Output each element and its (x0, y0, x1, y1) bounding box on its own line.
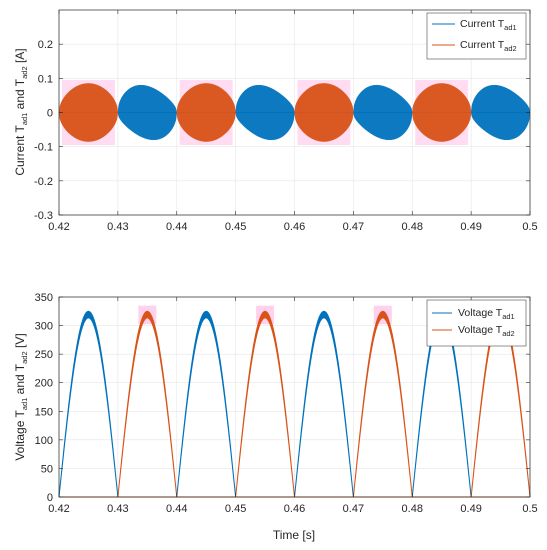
x-tick-label: 0.44 (166, 221, 187, 233)
x-tick-label: 0.5 (522, 221, 537, 233)
x-tick-label: 0.45 (225, 221, 246, 233)
y-tick-label: 250 (35, 349, 53, 361)
x-tick-label: 0.49 (460, 503, 481, 515)
x-tick-label: 0.48 (402, 221, 423, 233)
current-series (58, 79, 531, 146)
y-tick-label: -0.1 (34, 142, 53, 154)
x-tick-label: 0.46 (284, 503, 305, 515)
current-tad2-burst (294, 83, 354, 142)
axes-box (58, 9, 531, 216)
y-tick-label: 300 (35, 321, 53, 333)
voltage-y-axis-label: Voltage Tad1 and Tad2 [V] (13, 333, 29, 460)
x-tick-label: 0.42 (48, 221, 69, 233)
current-legend: Current Tad1 Current Tad2 (426, 12, 527, 60)
voltage-legend: Voltage Tad1 Voltage Tad2 (426, 299, 527, 347)
x-tick-label: 0.5 (522, 503, 537, 515)
x-tick-label: 0.47 (343, 503, 364, 515)
y-tick-label: 0.1 (38, 73, 53, 85)
x-tick-label: 0.43 (107, 503, 128, 515)
current-tad2-burst (58, 83, 119, 142)
current-tad2-burst (411, 83, 472, 142)
x-tick-label: 0.43 (107, 221, 128, 233)
x-tick-label: 0.42 (48, 503, 69, 515)
y-tick-label: 100 (35, 435, 53, 447)
y-tick-label: 0.2 (38, 39, 53, 51)
y-tick-label: -0.2 (34, 176, 53, 188)
legend-label-voltage-tad1: Voltage Tad1 (458, 307, 515, 321)
current-plot: 0.42 0.43 0.44 0.45 0.46 0.47 0.48 0.49 0.5 0.2 0.… (13, 9, 538, 233)
y-tick-label: 0 (47, 492, 53, 504)
x-tick-label: 0.44 (166, 503, 187, 515)
x-tick-label: 0.47 (343, 221, 364, 233)
legend-label-current-tad2: Current Tad2 (460, 39, 517, 53)
current-tad2-burst (176, 83, 236, 142)
axes-box (58, 296, 531, 498)
legend-label-voltage-tad2: Voltage Tad2 (458, 324, 515, 338)
y-tick-label: 350 (35, 292, 53, 304)
y-tick-label: 200 (35, 378, 53, 390)
voltage-axes: 0.42 0.43 0.44 0.45 0.46 0.47 0.48 0.49 0.5 350 30… (35, 292, 538, 515)
x-tick-label: 0.46 (284, 221, 305, 233)
voltage-plot: 0.42 0.43 0.44 0.45 0.46 0.47 0.48 0.49 0.5 350 30… (13, 292, 538, 542)
current-y-axis-label: Current Tad1 and Tad2 [A] (13, 48, 29, 175)
x-tick-label: 0.49 (460, 221, 481, 233)
current-axes: 0.42 0.43 0.44 0.45 0.46 0.47 0.48 0.49 0.5 0.2 0.… (34, 9, 538, 233)
legend-label-current-tad1: Current Tad1 (460, 18, 517, 32)
x-tick-label: 0.48 (402, 503, 423, 515)
y-tick-label: -0.3 (34, 210, 53, 222)
y-tick-label: 150 (35, 406, 53, 418)
voltage-x-axis-label: Time [s] (273, 528, 315, 542)
y-tick-label: 50 (41, 463, 53, 475)
x-tick-label: 0.45 (225, 503, 246, 515)
y-tick-label: 0 (47, 108, 53, 120)
